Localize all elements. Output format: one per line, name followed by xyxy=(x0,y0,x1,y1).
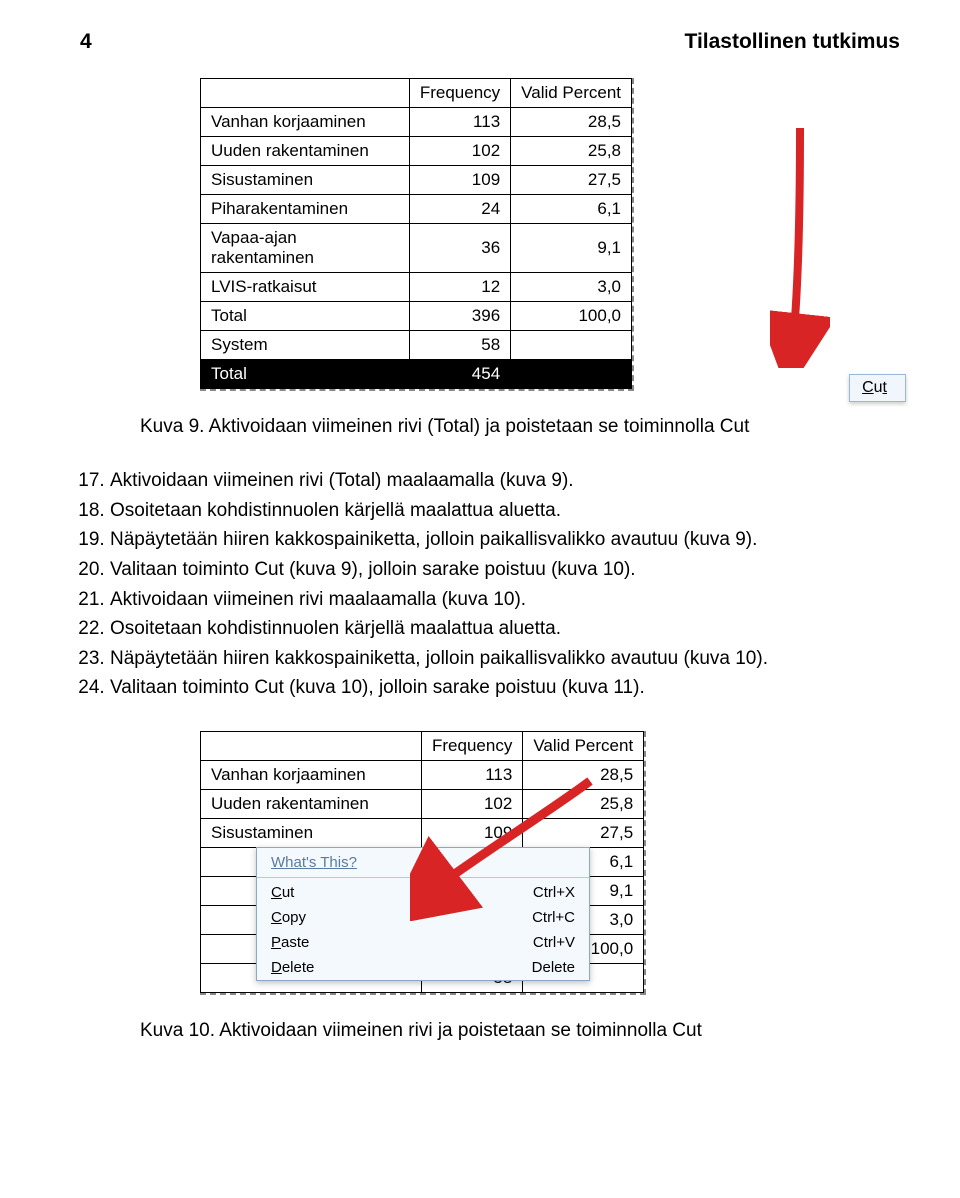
instruction-list: Aktivoidaan viimeinen rivi (Total) maala… xyxy=(80,468,900,701)
vp-cell: 28,5 xyxy=(523,761,644,790)
vp-cell: 3,0 xyxy=(511,273,632,302)
figure-9: Frequency Valid Percent Vanhan korjaamin… xyxy=(200,78,900,396)
total-vp xyxy=(511,360,632,389)
page-number: 4 xyxy=(80,30,92,54)
vp-cell: 6,1 xyxy=(511,195,632,224)
col-frequency: Frequency xyxy=(422,732,523,761)
freq-cell: 109 xyxy=(409,166,510,195)
vp-cell: 25,8 xyxy=(511,137,632,166)
freq-cell: 113 xyxy=(409,108,510,137)
freq-cell: 113 xyxy=(422,761,523,790)
row-label: Vapaa-ajanrakentaminen xyxy=(201,224,410,273)
figure-9-caption: Kuva 9. Aktivoidaan viimeinen rivi (Tota… xyxy=(140,416,900,438)
freq-cell: 24 xyxy=(409,195,510,224)
instruction-step: Aktivoidaan viimeinen rivi maalaamalla (… xyxy=(110,587,900,613)
table-row[interactable]: Uuden rakentaminen10225,8 xyxy=(201,137,632,166)
row-label: System xyxy=(201,331,410,360)
whats-this-item[interactable]: What's This? xyxy=(257,848,589,875)
freq-cell: 396 xyxy=(409,302,510,331)
menu-item-cut[interactable]: Cut Ctrl+X xyxy=(257,880,589,905)
menu-item-shortcut: Ctrl+V xyxy=(533,934,575,951)
row-label: Total xyxy=(201,302,410,331)
row-label: LVIS-ratkaisut xyxy=(201,273,410,302)
instruction-step: Osoitetaan kohdistinnuolen kärjellä maal… xyxy=(110,616,900,642)
freq-cell: 58 xyxy=(409,331,510,360)
row-label: Sisustaminen xyxy=(201,166,410,195)
vp-cell: 27,5 xyxy=(511,166,632,195)
menu-item-shortcut: Delete xyxy=(532,959,575,976)
freq-table-1: Frequency Valid Percent Vanhan korjaamin… xyxy=(200,78,632,389)
row-label: Uuden rakentaminen xyxy=(201,137,410,166)
freq-cell: 102 xyxy=(409,137,510,166)
instruction-step: Näpäytetään hiiren kakkospainiketta, jol… xyxy=(110,527,900,553)
freq-cell: 102 xyxy=(422,790,523,819)
table-row-total[interactable]: Total 454 xyxy=(201,360,632,389)
menu-item-paste[interactable]: Paste Ctrl+V xyxy=(257,930,589,955)
row-label: Vanhan korjaaminen xyxy=(201,761,422,790)
table-row[interactable]: Sisustaminen10927,5 xyxy=(201,819,644,848)
instruction-step: Valitaan toiminto Cut (kuva 10), jolloin… xyxy=(110,675,900,701)
table-row[interactable]: Vanhan korjaaminen11328,5 xyxy=(201,108,632,137)
vp-cell: 9,1 xyxy=(511,224,632,273)
vp-cell: 100,0 xyxy=(511,302,632,331)
figure-10-caption: Kuva 10. Aktivoidaan viimeinen rivi ja p… xyxy=(140,1020,900,1042)
figure-10: Frequency Valid Percent Vanhan korjaamin… xyxy=(200,731,900,1000)
row-label: Uuden rakentaminen xyxy=(201,790,422,819)
table-row[interactable]: System58 xyxy=(201,331,632,360)
cut-popup[interactable]: Cut xyxy=(849,374,906,402)
row-label: Vanhan korjaaminen xyxy=(201,108,410,137)
col-frequency: Frequency xyxy=(409,79,510,108)
vp-cell xyxy=(511,331,632,360)
table-row[interactable]: LVIS-ratkaisut123,0 xyxy=(201,273,632,302)
row-label: Sisustaminen xyxy=(201,819,422,848)
instruction-step: Osoitetaan kohdistinnuolen kärjellä maal… xyxy=(110,498,900,524)
freq-cell: 12 xyxy=(409,273,510,302)
col-empty xyxy=(201,79,410,108)
vp-cell: 28,5 xyxy=(511,108,632,137)
freq-cell: 109 xyxy=(422,819,523,848)
page-header: 4 Tilastollinen tutkimus xyxy=(80,30,900,54)
arrow-icon xyxy=(770,118,830,368)
context-menu[interactable]: What's This? Cut Ctrl+X Copy Ctrl+C Paste Ctr… xyxy=(256,847,590,981)
table-row[interactable]: Vanhan korjaaminen11328,5 xyxy=(201,761,644,790)
vp-cell: 27,5 xyxy=(523,819,644,848)
menu-item-delete[interactable]: Delete Delete xyxy=(257,955,589,980)
cut-label: Cut xyxy=(862,379,887,396)
table-row[interactable]: Sisustaminen10927,5 xyxy=(201,166,632,195)
total-label: Total xyxy=(201,360,410,389)
menu-divider xyxy=(257,877,589,878)
instruction-step: Aktivoidaan viimeinen rivi (Total) maala… xyxy=(110,468,900,494)
instruction-step: Näpäytetään hiiren kakkospainiketta, jol… xyxy=(110,646,900,672)
col-valid-percent: Valid Percent xyxy=(511,79,632,108)
menu-item-label: Delete xyxy=(271,959,314,976)
table-row[interactable]: Uuden rakentaminen10225,8 xyxy=(201,790,644,819)
menu-item-label: Paste xyxy=(271,934,309,951)
menu-item-shortcut: Ctrl+X xyxy=(533,884,575,901)
table-row[interactable]: Vapaa-ajanrakentaminen369,1 xyxy=(201,224,632,273)
menu-item-label: Copy xyxy=(271,909,306,926)
freq-cell: 36 xyxy=(409,224,510,273)
col-empty xyxy=(201,732,422,761)
vp-cell: 25,8 xyxy=(523,790,644,819)
total-freq: 454 xyxy=(409,360,510,389)
col-valid-percent: Valid Percent xyxy=(523,732,644,761)
menu-item-label: Cut xyxy=(271,884,294,901)
instruction-step: Valitaan toiminto Cut (kuva 9), jolloin … xyxy=(110,557,900,583)
table-row[interactable]: Piharakentaminen246,1 xyxy=(201,195,632,224)
menu-item-copy[interactable]: Copy Ctrl+C xyxy=(257,905,589,930)
page-title: Tilastollinen tutkimus xyxy=(685,30,900,54)
menu-item-shortcut: Ctrl+C xyxy=(532,909,575,926)
row-label: Piharakentaminen xyxy=(201,195,410,224)
table-row[interactable]: Total396100,0 xyxy=(201,302,632,331)
